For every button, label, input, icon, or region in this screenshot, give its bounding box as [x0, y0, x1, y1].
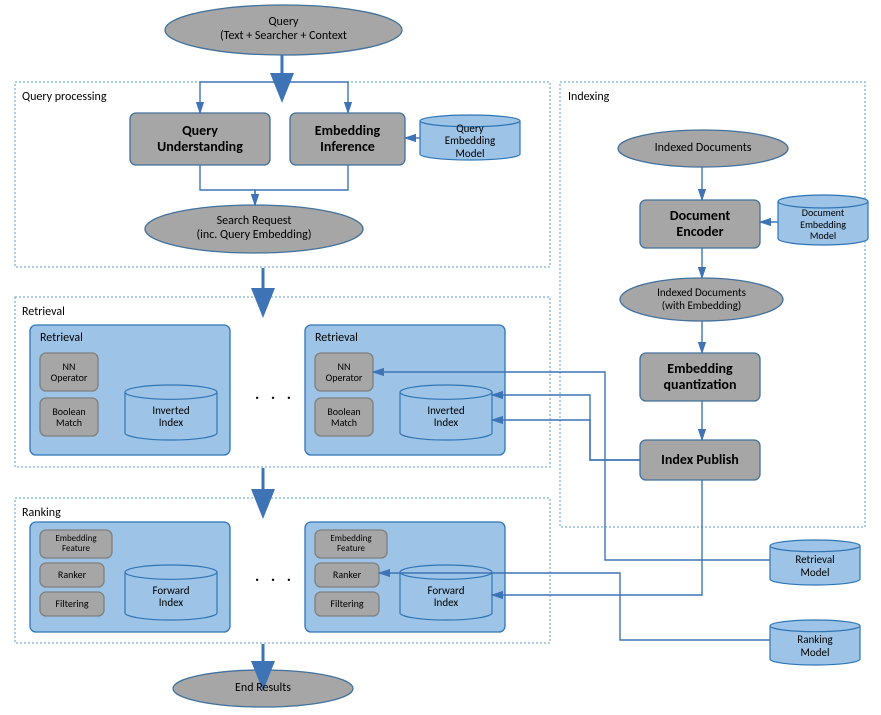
section-label-ranking: Ranking	[22, 506, 61, 520]
section-label-query_processing: Query processing	[22, 90, 107, 104]
section-label-retrieval: Retrieval	[22, 305, 65, 319]
ellipsis: . . .	[255, 385, 295, 404]
ellipsis: . . .	[255, 567, 295, 586]
section-label-indexing: Indexing	[568, 90, 609, 104]
